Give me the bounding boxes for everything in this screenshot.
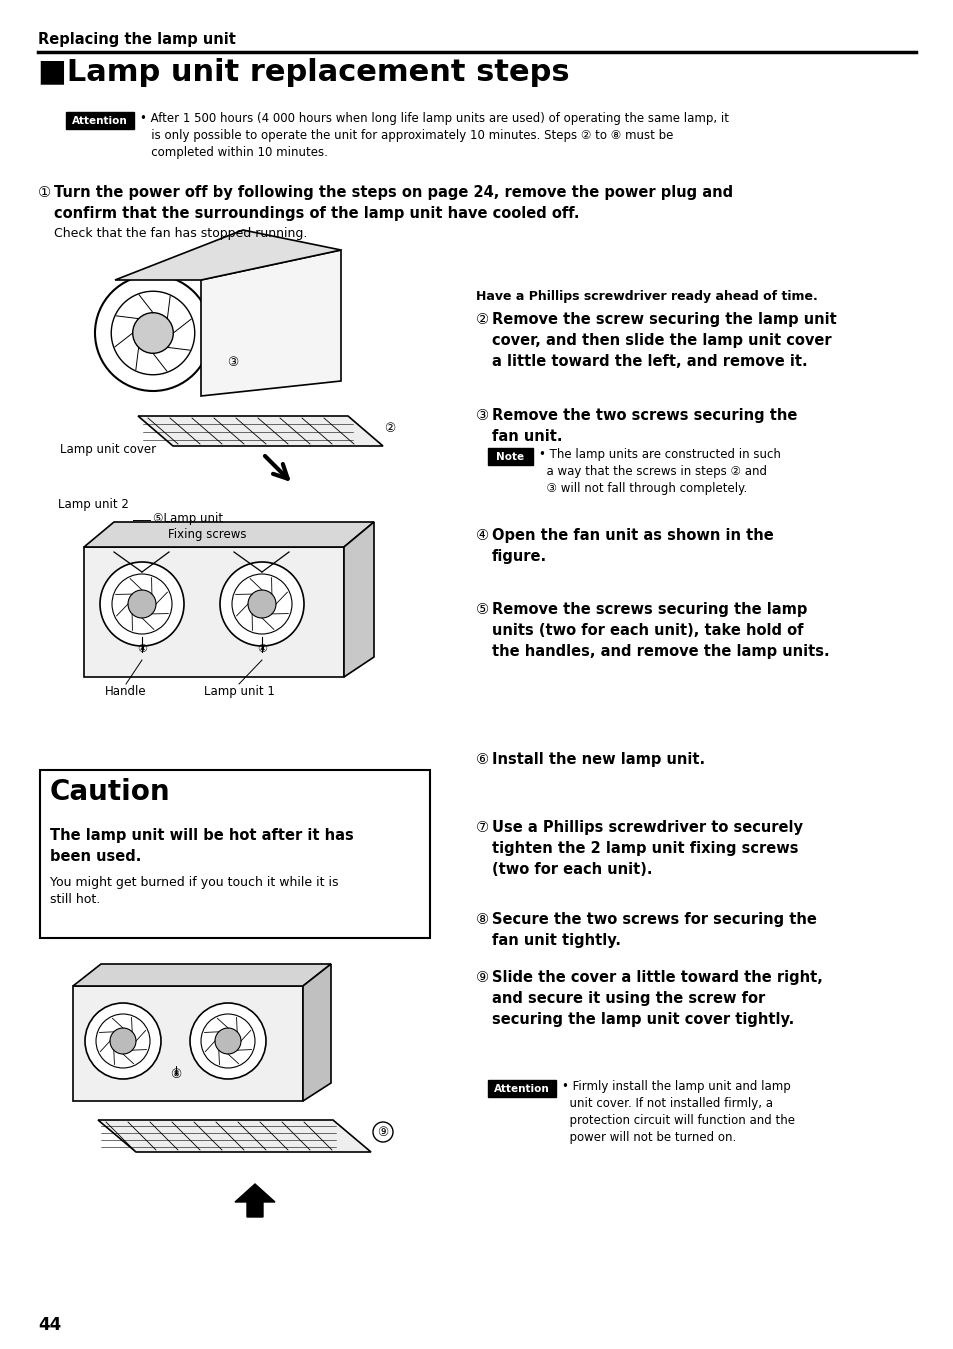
Text: ⑧: ⑧ xyxy=(171,1067,181,1081)
Text: ②: ② xyxy=(476,312,489,326)
Text: ⑤: ⑤ xyxy=(476,602,489,616)
Text: Remove the screws securing the lamp
units (two for each unit), take hold of
the : Remove the screws securing the lamp unit… xyxy=(492,602,829,660)
Text: Slide the cover a little toward the right,
and secure it using the screw for
sec: Slide the cover a little toward the righ… xyxy=(492,970,822,1027)
Circle shape xyxy=(190,1004,266,1079)
Text: 44: 44 xyxy=(38,1317,61,1334)
Polygon shape xyxy=(344,522,374,677)
Text: • After 1 500 hours (4 000 hours when long life lamp units are used) of operatin: • After 1 500 hours (4 000 hours when lo… xyxy=(140,112,728,159)
Text: Check that the fan has stopped running.: Check that the fan has stopped running. xyxy=(54,227,307,240)
Text: ⑦: ⑦ xyxy=(476,820,489,835)
Polygon shape xyxy=(138,415,382,447)
Text: Use a Phillips screwdriver to securely
tighten the 2 lamp unit fixing screws
(tw: Use a Phillips screwdriver to securely t… xyxy=(492,820,802,877)
Circle shape xyxy=(220,563,304,646)
Text: ④: ④ xyxy=(137,643,147,654)
Bar xyxy=(66,112,133,130)
Text: • The lamp units are constructed in such
  a way that the screws in steps ② and
: • The lamp units are constructed in such… xyxy=(538,448,781,495)
Bar xyxy=(488,1081,556,1097)
Text: Have a Phillips screwdriver ready ahead of time.: Have a Phillips screwdriver ready ahead … xyxy=(476,290,817,304)
Polygon shape xyxy=(73,965,331,986)
Text: Remove the screw securing the lamp unit
cover, and then slide the lamp unit cove: Remove the screw securing the lamp unit … xyxy=(492,312,836,370)
Bar xyxy=(40,770,430,938)
Circle shape xyxy=(128,590,156,618)
Circle shape xyxy=(214,1028,241,1054)
Text: ④: ④ xyxy=(256,643,267,654)
Text: Replacing the lamp unit: Replacing the lamp unit xyxy=(38,32,235,47)
Text: • Firmly install the lamp unit and lamp
  unit cover. If not installed firmly, a: • Firmly install the lamp unit and lamp … xyxy=(561,1081,794,1144)
Text: ⑨: ⑨ xyxy=(476,970,489,985)
Text: Handle: Handle xyxy=(105,685,147,697)
Text: Lamp unit 2: Lamp unit 2 xyxy=(58,498,129,511)
Text: Open the fan unit as shown in the
figure.: Open the fan unit as shown in the figure… xyxy=(492,527,773,564)
Text: ④: ④ xyxy=(476,527,489,544)
Text: ⑨: ⑨ xyxy=(377,1125,388,1139)
Circle shape xyxy=(110,1028,136,1054)
Circle shape xyxy=(100,563,184,646)
Circle shape xyxy=(248,590,275,618)
Polygon shape xyxy=(98,1120,371,1152)
Text: Lamp unit cover: Lamp unit cover xyxy=(60,442,156,456)
Text: ③: ③ xyxy=(227,356,238,370)
Polygon shape xyxy=(303,965,331,1101)
Text: Attention: Attention xyxy=(494,1083,549,1094)
Polygon shape xyxy=(115,229,340,281)
Text: Attention: Attention xyxy=(72,116,128,125)
Text: Caution: Caution xyxy=(50,778,171,805)
Text: The lamp unit will be hot after it has
been used.: The lamp unit will be hot after it has b… xyxy=(50,828,354,863)
Polygon shape xyxy=(234,1184,274,1217)
Text: You might get burned if you touch it while it is
still hot.: You might get burned if you touch it whi… xyxy=(50,876,338,907)
Text: Secure the two screws for securing the
fan unit tightly.: Secure the two screws for securing the f… xyxy=(492,912,816,948)
Text: ③: ③ xyxy=(476,407,489,424)
Polygon shape xyxy=(84,522,374,546)
Polygon shape xyxy=(84,546,344,677)
Text: ⑤Lamp unit: ⑤Lamp unit xyxy=(152,513,223,525)
Text: ②: ② xyxy=(384,421,395,434)
Text: ⑧: ⑧ xyxy=(476,912,489,927)
Text: Lamp unit 1: Lamp unit 1 xyxy=(203,685,274,697)
Circle shape xyxy=(95,275,211,391)
Text: Install the new lamp unit.: Install the new lamp unit. xyxy=(492,751,704,768)
Text: Turn the power off by following the steps on page 24, remove the power plug and
: Turn the power off by following the step… xyxy=(54,185,732,221)
Text: ■Lamp unit replacement steps: ■Lamp unit replacement steps xyxy=(38,58,569,86)
Text: Fixing screws: Fixing screws xyxy=(168,527,246,541)
Circle shape xyxy=(85,1004,161,1079)
Text: ⑥: ⑥ xyxy=(476,751,489,768)
Text: Note: Note xyxy=(496,452,524,461)
Text: Remove the two screws securing the
fan unit.: Remove the two screws securing the fan u… xyxy=(492,407,797,444)
Polygon shape xyxy=(201,250,340,397)
Circle shape xyxy=(132,313,173,353)
Polygon shape xyxy=(73,986,303,1101)
Text: ①: ① xyxy=(38,185,51,200)
Bar xyxy=(488,448,533,465)
